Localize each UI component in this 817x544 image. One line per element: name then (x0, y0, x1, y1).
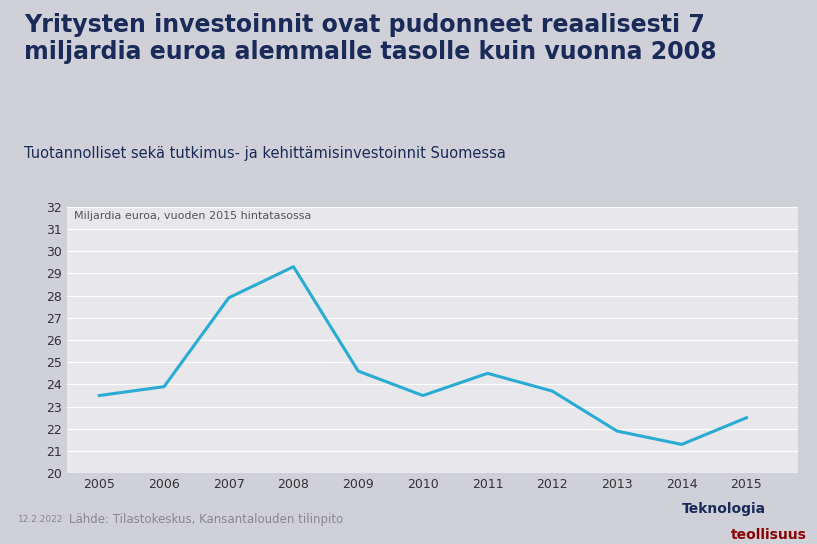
Text: Miljardia euroa, vuoden 2015 hintatasossa: Miljardia euroa, vuoden 2015 hintatasoss… (74, 211, 311, 221)
Text: Yritysten investoinnit ovat pudonneet reaalisesti 7
miljardia euroa alemmalle ta: Yritysten investoinnit ovat pudonneet re… (25, 13, 717, 64)
Text: teollisuus: teollisuus (731, 528, 807, 542)
Text: Teknologia: Teknologia (682, 502, 766, 516)
Text: Lähde: Tilastokeskus, Kansantalouden tilinpito: Lähde: Tilastokeskus, Kansantalouden til… (69, 513, 344, 526)
Text: Tuotannolliset sekä tutkimus- ja kehittämisinvestoinnit Suomessa: Tuotannolliset sekä tutkimus- ja kehittä… (25, 146, 506, 161)
Text: 12.2.2022: 12.2.2022 (18, 515, 64, 524)
